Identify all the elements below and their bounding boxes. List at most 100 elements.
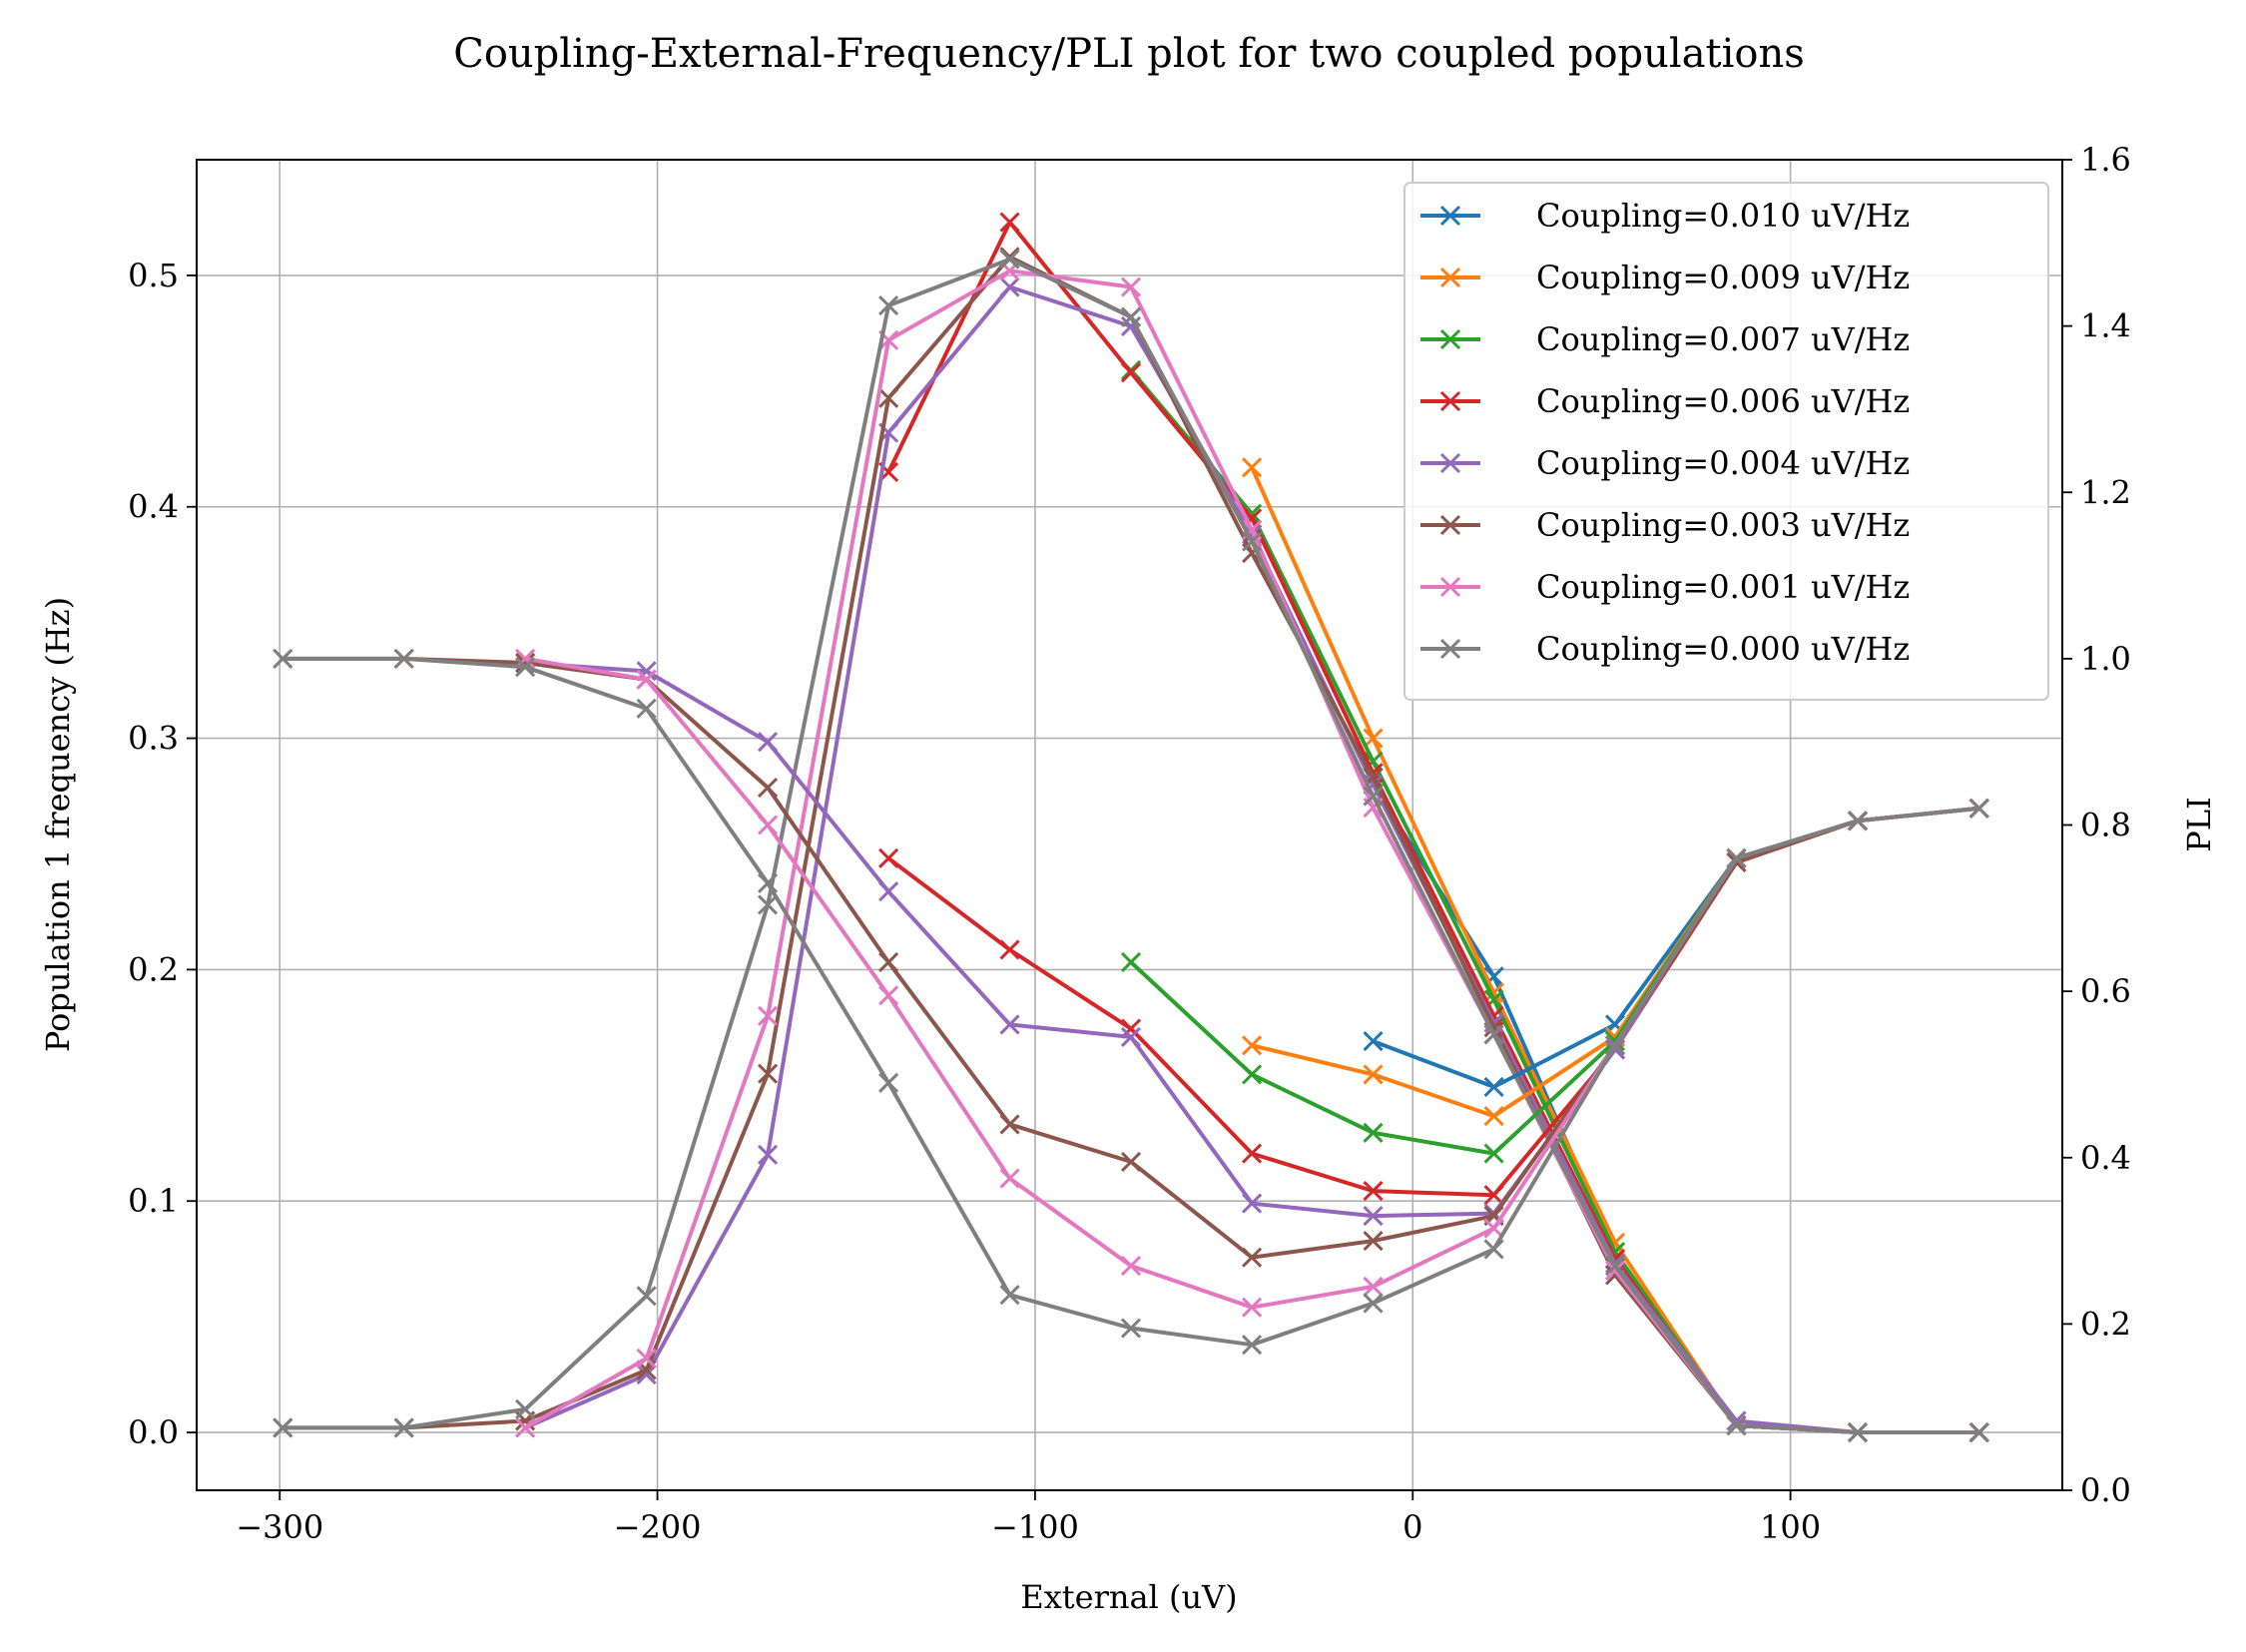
series-7-pli-marker-6 — [999, 1285, 1020, 1306]
series-7-pli-marker-9 — [1363, 1293, 1384, 1314]
series-7-freq-marker-10 — [1483, 1024, 1504, 1045]
series-7-freq-marker-6 — [999, 249, 1020, 270]
y-tick-label-2: 0.2 — [128, 950, 179, 988]
series-3-pli-marker-1 — [999, 939, 1020, 960]
series-5-freq-marker-5 — [878, 387, 899, 408]
series-1-pli-marker-2 — [1483, 1106, 1504, 1127]
legend-label-6: Coupling=0.001 uV/Hz — [1536, 568, 1910, 606]
series-1-freq-marker-0 — [1242, 457, 1263, 478]
series-5-pli-marker-6 — [999, 1114, 1020, 1135]
x-tick-label-0: −300 — [236, 1508, 323, 1546]
legend-entry-3: Coupling=0.006 uV/Hz — [1420, 382, 1910, 420]
series-3-pli-marker-0 — [878, 847, 899, 868]
y-tick-label-1: 0.1 — [128, 1182, 179, 1220]
y2-tick-label-2: 0.4 — [2080, 1139, 2131, 1177]
legend-swatch-marker-1 — [1439, 267, 1461, 288]
legend-swatch-marker-3 — [1439, 390, 1461, 412]
series-7-freq-marker-14 — [1968, 1421, 1989, 1443]
series-5-freq-marker-4 — [757, 1063, 779, 1084]
x-tick-label-3: 0 — [1403, 1508, 1422, 1546]
y-tick-label-5: 0.5 — [128, 257, 179, 294]
series-6-freq-marker-0 — [515, 1417, 536, 1438]
y-axis-left: 0.0 0.1 0.2 0.3 0.4 0.5 — [128, 257, 197, 1451]
chart-title: Coupling-External-Frequency/PLI plot for… — [453, 31, 1805, 77]
y-axis-right: 0.0 0.2 0.4 0.6 0.8 1.0 1.2 1.4 1.6 — [2062, 141, 2131, 1509]
series-7-pli-marker-5 — [878, 1072, 899, 1093]
series-7-pli-marker-12 — [1726, 847, 1747, 868]
legend-swatch-marker-6 — [1439, 576, 1461, 598]
legend-label-0: Coupling=0.010 uV/Hz — [1536, 197, 1910, 235]
series-4-freq-marker-2 — [757, 1144, 779, 1165]
legend-swatch-marker-2 — [1439, 328, 1461, 350]
series-3-pli-marker-3 — [1242, 1143, 1263, 1164]
x-axis: −300 −200 −100 0 100 — [236, 1490, 1821, 1546]
series-6-pli-marker-6 — [1242, 1297, 1263, 1318]
series-2-pli-marker-3 — [1483, 1143, 1504, 1164]
series-4-freq-marker-4 — [999, 276, 1020, 297]
x-tick-label-4: 100 — [1760, 1508, 1821, 1546]
series-6-pli-marker-2 — [757, 815, 779, 835]
legend-entry-2: Coupling=0.007 uV/Hz — [1420, 320, 1910, 358]
y2-tick-label-4: 0.8 — [2080, 807, 2131, 844]
y2-tick-label-6: 1.2 — [2080, 473, 2131, 511]
series-7-pli-marker-14 — [1968, 798, 1989, 819]
series-7-pli-group — [273, 648, 1989, 1356]
y-axis-label: Population 1 frequency (Hz) — [39, 597, 77, 1052]
series-5-pli-marker-5 — [878, 951, 899, 973]
y2-tick-label-5: 1.0 — [2080, 640, 2131, 678]
series-7-pli-marker-8 — [1242, 1335, 1263, 1356]
x-axis-label: External (uV) — [1020, 1578, 1237, 1616]
legend-entry-4: Coupling=0.004 uV/Hz — [1420, 444, 1910, 482]
series-6-freq-marker-2 — [757, 1005, 779, 1026]
legend-entry-7: Coupling=0.000 uV/Hz — [1420, 630, 1910, 668]
legend-swatch-marker-4 — [1439, 452, 1461, 474]
series-4-freq-marker-1 — [636, 1365, 657, 1385]
series-1-pli-marker-1 — [1363, 1064, 1384, 1085]
legend-label-5: Coupling=0.003 uV/Hz — [1536, 506, 1910, 544]
series-7-freq-marker-11 — [1604, 1256, 1626, 1277]
series-2-pli-marker-1 — [1242, 1064, 1263, 1085]
series-5-pli-marker-9 — [1363, 1230, 1384, 1252]
series-1-pli-marker-0 — [1242, 1035, 1263, 1056]
series-7-freq-marker-8 — [1242, 531, 1263, 552]
series-4-pli-marker-5 — [1120, 1026, 1142, 1048]
legend-entry-1: Coupling=0.009 uV/Hz — [1420, 259, 1910, 296]
series-7-pli-marker-10 — [1483, 1239, 1504, 1260]
x-tick-label-2: −100 — [991, 1508, 1079, 1546]
legend-entry-6: Coupling=0.001 uV/Hz — [1420, 568, 1910, 606]
legend-entry-0: Coupling=0.010 uV/Hz — [1420, 197, 1910, 235]
series-2-pli-marker-2 — [1363, 1122, 1384, 1143]
series-7-freq-marker-0 — [273, 1417, 293, 1438]
series-layer — [273, 212, 1989, 1443]
series-3-freq-marker-2 — [1120, 362, 1142, 383]
y2-tick-label-7: 1.4 — [2080, 307, 2131, 345]
series-4-pli-marker-7 — [1363, 1206, 1384, 1227]
legend-swatch-marker-7 — [1439, 638, 1461, 660]
series-6-freq-marker-5 — [1120, 276, 1142, 297]
series-4-pli-marker-4 — [999, 1014, 1020, 1035]
legend-label-1: Coupling=0.009 uV/Hz — [1536, 259, 1910, 296]
series-6-pli-marker-5 — [1120, 1255, 1142, 1277]
series-6-pli-marker-4 — [999, 1168, 1020, 1189]
series-4-pli-marker-3 — [878, 881, 899, 902]
legend-label-7: Coupling=0.000 uV/Hz — [1536, 630, 1910, 668]
legend-label-4: Coupling=0.004 uV/Hz — [1536, 444, 1910, 482]
series-5-pli-marker-4 — [757, 777, 779, 799]
legend-label-2: Coupling=0.007 uV/Hz — [1536, 320, 1910, 358]
legend: Coupling=0.010 uV/Hz Coupling=0.009 uV/Hz… — [1404, 182, 2049, 701]
series-7-freq-marker-5 — [878, 294, 899, 316]
series-6-pli-marker-7 — [1363, 1276, 1384, 1297]
series-7-freq-marker-3 — [636, 1286, 657, 1307]
series-0-pli-marker-1 — [1483, 1076, 1504, 1097]
series-7-freq-marker-12 — [1726, 1415, 1747, 1436]
series-7-pli-marker-1 — [393, 648, 414, 669]
legend-entry-5: Coupling=0.003 uV/Hz — [1420, 506, 1910, 544]
series-5-pli-marker-7 — [1120, 1151, 1142, 1172]
series-3-freq-marker-1 — [999, 212, 1020, 233]
series-7-pli-marker-13 — [1847, 811, 1869, 831]
series-6-freq-marker-1 — [636, 1348, 657, 1369]
series-6-pli-marker-8 — [1483, 1218, 1504, 1239]
series-7-freq-marker-2 — [515, 1398, 536, 1419]
